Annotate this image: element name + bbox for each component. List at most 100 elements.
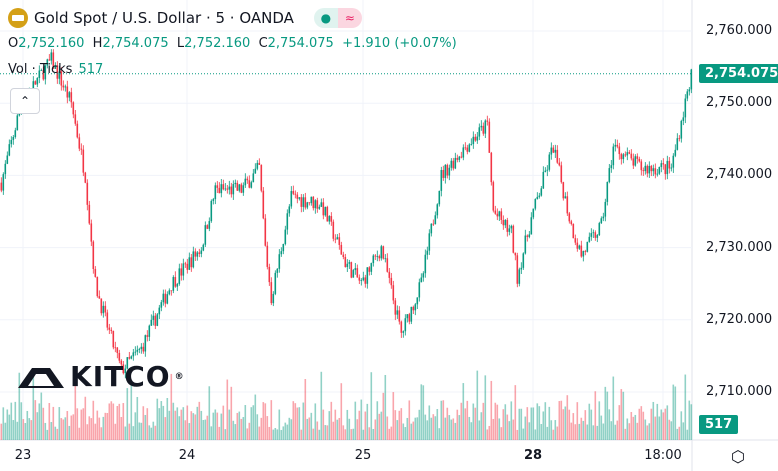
candle-body xyxy=(320,202,323,207)
candle-body xyxy=(504,219,507,226)
volume-bar xyxy=(46,429,49,440)
candle-body xyxy=(646,165,649,174)
volume-bar xyxy=(460,402,463,440)
candle-body xyxy=(682,117,685,121)
volume-bar xyxy=(34,400,37,440)
volume-bar xyxy=(684,374,687,440)
kitco-logo-icon xyxy=(18,367,64,388)
volume-bar xyxy=(148,425,151,440)
volume-bar xyxy=(430,417,433,440)
volume-bar xyxy=(530,407,533,440)
candle-body xyxy=(134,351,137,353)
candle-body xyxy=(618,146,621,155)
volume-bar xyxy=(52,406,55,440)
candle-body xyxy=(230,186,233,195)
volume-bar xyxy=(484,375,487,440)
candle-body xyxy=(600,218,603,224)
volume-bar xyxy=(632,416,635,440)
status-pill[interactable]: ● ≈ xyxy=(313,8,362,28)
candle-body xyxy=(174,277,177,287)
volume-bar xyxy=(90,418,93,440)
volume-bar xyxy=(154,425,157,440)
volume-bar xyxy=(434,416,437,440)
candle-body xyxy=(532,208,535,218)
settings-icon[interactable]: ⬡ xyxy=(731,447,745,466)
volume-bar xyxy=(604,386,607,440)
candle-body xyxy=(78,137,81,149)
volume-bar xyxy=(500,427,503,440)
volume-bar xyxy=(208,386,211,440)
volume-bar xyxy=(286,424,289,440)
candle-body xyxy=(56,65,59,79)
volume-bar xyxy=(30,420,33,440)
volume-bar xyxy=(190,411,193,440)
candle-body xyxy=(304,197,307,208)
volume-bar xyxy=(598,401,601,440)
candle-body xyxy=(582,251,585,257)
candle-body xyxy=(396,310,399,315)
candle-body xyxy=(688,89,691,92)
volume-bar xyxy=(628,423,631,440)
candle-body xyxy=(196,252,199,257)
price-tick-label: 2,710.000 xyxy=(706,384,773,399)
candle-body xyxy=(74,114,77,124)
volume-bar xyxy=(68,425,71,440)
collapse-legend-button[interactable]: ⌃ xyxy=(10,88,40,114)
candle-body xyxy=(442,169,445,178)
candle-body xyxy=(404,318,407,332)
volume-bar xyxy=(50,422,53,440)
candle-body xyxy=(322,202,325,216)
candle-body xyxy=(122,364,125,374)
volume-bar xyxy=(206,415,209,440)
candle-body xyxy=(620,154,623,160)
candle-body xyxy=(102,305,105,314)
volume-bar xyxy=(156,398,159,440)
candle-body xyxy=(54,65,57,69)
volume-bar xyxy=(174,410,177,440)
candle-body xyxy=(642,170,645,172)
volume-bar xyxy=(512,419,515,440)
candle-body xyxy=(182,263,185,276)
volume-bar xyxy=(514,385,517,440)
candle-body xyxy=(658,167,661,174)
volume-bar xyxy=(108,403,111,440)
candle-body xyxy=(438,190,441,205)
volume-bar xyxy=(78,427,81,440)
volume-bar xyxy=(214,409,217,440)
price-tick-label: 2,740.000 xyxy=(706,167,773,183)
volume-bar xyxy=(508,421,511,440)
candle-body xyxy=(298,197,301,199)
volume-bar xyxy=(516,429,519,440)
volume-bar xyxy=(158,408,161,440)
candle-body xyxy=(654,168,657,175)
candle-body xyxy=(72,102,75,115)
volume-bar xyxy=(532,407,535,440)
candle-body xyxy=(500,211,503,220)
volume-bar xyxy=(268,426,271,440)
candle-body xyxy=(516,255,519,284)
candle-body xyxy=(380,246,383,259)
volume-bar xyxy=(498,418,501,440)
volume-bar xyxy=(352,428,355,440)
volume-bar xyxy=(638,408,641,440)
volume-bar xyxy=(228,409,231,440)
candle-body xyxy=(162,293,165,303)
candle-body xyxy=(556,149,559,163)
volume-bar xyxy=(614,424,617,440)
volume-bar xyxy=(274,427,277,440)
volume-bar xyxy=(252,405,255,440)
candle-body xyxy=(686,91,689,99)
candle-body xyxy=(294,193,297,195)
candle-body xyxy=(354,268,357,271)
candle-body xyxy=(246,178,249,181)
candle-body xyxy=(508,228,511,232)
volume-bar xyxy=(592,425,595,440)
price-tick-label: 2,750.000 xyxy=(706,95,773,111)
candle-body xyxy=(526,235,529,237)
candle-body xyxy=(58,71,61,79)
volume-bar xyxy=(310,412,313,440)
candle-body xyxy=(564,196,567,199)
volume-bar xyxy=(452,418,455,440)
candle-body xyxy=(340,244,343,255)
